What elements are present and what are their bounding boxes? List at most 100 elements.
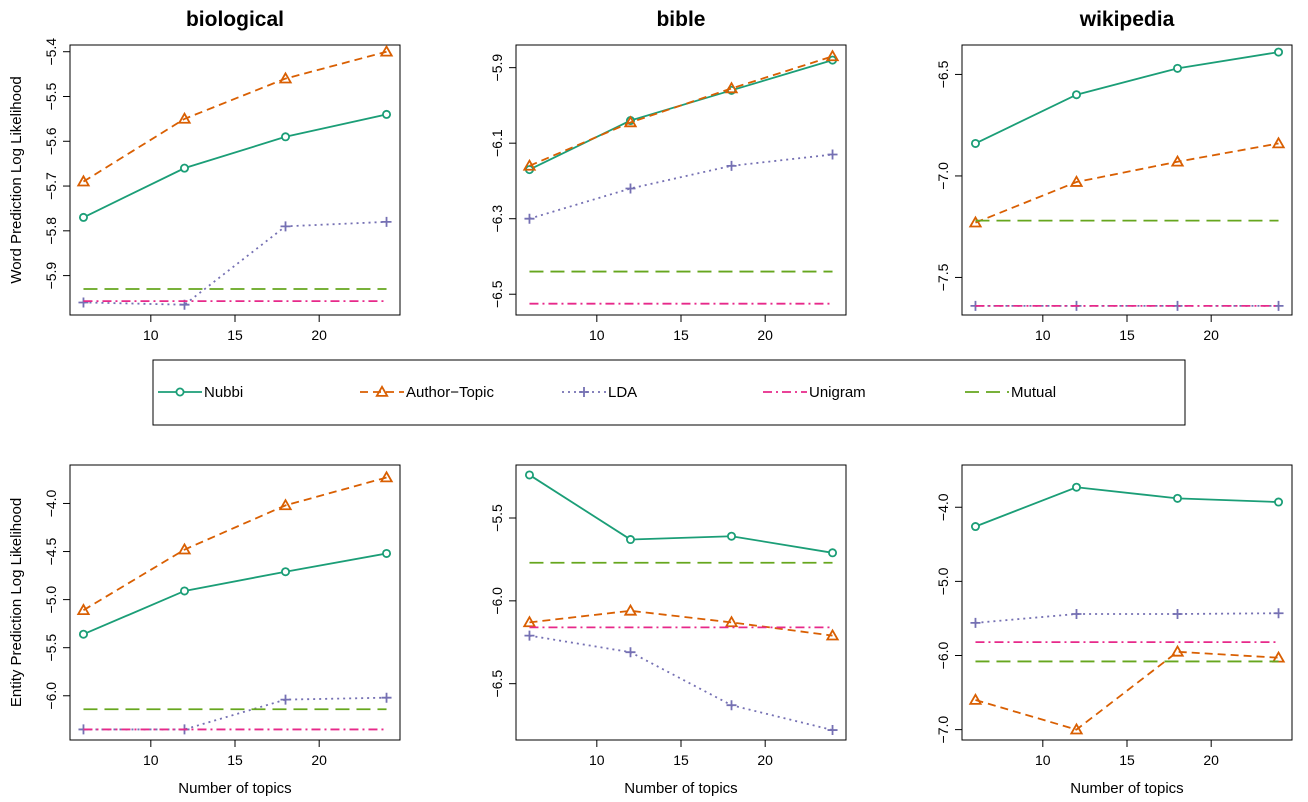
line-lda (975, 612, 1279, 624)
panel-3: 10 15 20 −6.0 −5.5 −5.0 −4.5 −4.0 Number of topi… (8, 464, 401, 797)
point-author-topic (76, 174, 91, 187)
point-lda (625, 183, 636, 194)
point-lda (970, 617, 981, 628)
point-author-topic (177, 111, 192, 124)
panel-title: biological (186, 8, 284, 31)
legend-label: Author−Topic (406, 384, 494, 401)
plot-frame (69, 44, 401, 316)
x-tick-label: 20 (1203, 752, 1219, 768)
point-author-topic (76, 603, 91, 615)
point-author-topic (968, 215, 983, 228)
point-nubbi (1173, 493, 1183, 503)
y-tick-label: −7.5 (935, 263, 951, 291)
x-tick-label: 15 (227, 752, 243, 768)
y-tick-label: −6.0 (935, 641, 951, 669)
y-axis-title: Entity Prediction Log Likelihood (8, 498, 25, 707)
series-nubbi (78, 109, 392, 222)
y-tick-label: −6.0 (43, 682, 59, 710)
point-nubbi (625, 535, 635, 545)
y-tick-label: −7.0 (935, 162, 951, 190)
plot-frame (515, 44, 847, 316)
series-author-topic (968, 136, 1286, 228)
point-nubbi (1274, 47, 1284, 57)
point-nubbi (727, 531, 737, 541)
point-lda (280, 694, 291, 705)
x-axis-title: Number of topics (178, 780, 291, 797)
point-lda (726, 160, 737, 171)
series-lda (524, 149, 838, 224)
y-tick-label: −5.8 (43, 217, 59, 245)
panel-title: wikipedia (1079, 8, 1175, 31)
series-lda (78, 216, 392, 310)
legend-item-author-topic: Author−Topic (360, 384, 494, 401)
point-author-topic (724, 81, 739, 94)
point-author-topic (1170, 154, 1185, 167)
x-tick-label: 10 (1035, 327, 1051, 343)
x-tick-label: 15 (1119, 327, 1135, 343)
y-tick-label: −5.0 (935, 567, 951, 595)
point-author-topic (623, 603, 638, 616)
point-nubbi (179, 586, 189, 596)
x-tick-label: 20 (757, 752, 773, 768)
point-author-topic (177, 542, 192, 555)
plot-frame (515, 464, 847, 741)
legend-item-mutual: Mutual (965, 384, 1056, 401)
point-nubbi (382, 548, 392, 558)
point-author-topic (278, 71, 293, 84)
panel-2: wikipedia 10 15 20 −7.5 −7.0 −6.5 (935, 8, 1293, 343)
line-lda (529, 153, 833, 220)
legend-marker (375, 384, 389, 397)
point-author-topic (522, 615, 537, 628)
point-author-topic (825, 49, 840, 62)
x-axis-title: Number of topics (624, 780, 737, 797)
series-lda (524, 630, 838, 736)
legend-label: Unigram (809, 384, 866, 401)
y-tick-label: −6.0 (489, 587, 505, 615)
y-tick-label: −5.9 (43, 262, 59, 290)
point-lda (524, 630, 535, 641)
point-author-topic (522, 158, 537, 171)
legend-item-unigram: Unigram (763, 384, 866, 401)
y-tick-label: −5.7 (43, 172, 59, 200)
y-tick-label: −5.5 (43, 82, 59, 110)
series-author-topic (76, 470, 394, 615)
y-tick-label: −6.5 (489, 280, 505, 308)
line-nubbi (83, 552, 387, 636)
point-author-topic (825, 628, 840, 641)
y-tick-label: −6.3 (489, 205, 505, 233)
point-lda (381, 692, 392, 703)
point-author-topic (1170, 644, 1185, 657)
series-author-topic (76, 44, 394, 187)
x-tick-label: 15 (1119, 752, 1135, 768)
x-tick-label: 15 (227, 327, 243, 343)
legend-marker (175, 387, 185, 397)
x-tick-label: 10 (589, 752, 605, 768)
legend: Nubbi Author−Topic LDA Unigram Mutual (152, 359, 1186, 426)
y-tick-label: −5.5 (489, 504, 505, 532)
x-tick-label: 10 (143, 327, 159, 343)
y-tick-label: −5.0 (43, 586, 59, 614)
legend-marker (579, 387, 589, 397)
point-lda (827, 725, 838, 736)
plot-frame (961, 44, 1293, 316)
point-lda (625, 647, 636, 658)
y-tick-label: −6.1 (489, 129, 505, 157)
line-nubbi (528, 474, 833, 554)
point-lda (1273, 608, 1284, 619)
series-nubbi (524, 55, 838, 175)
series-nubbi (78, 548, 392, 639)
series-lda (78, 692, 392, 735)
panel-title: bible (656, 8, 705, 31)
point-nubbi (382, 109, 392, 119)
point-author-topic (379, 470, 394, 483)
line-author-topic (975, 142, 1279, 224)
x-tick-label: 15 (673, 327, 689, 343)
line-author-topic (529, 609, 833, 637)
point-nubbi (970, 138, 980, 148)
y-tick-label: −5.5 (43, 634, 59, 662)
x-tick-label: 20 (311, 752, 327, 768)
series-nubbi (524, 470, 838, 558)
line-nubbi (975, 51, 1279, 145)
series-nubbi (970, 482, 1284, 532)
